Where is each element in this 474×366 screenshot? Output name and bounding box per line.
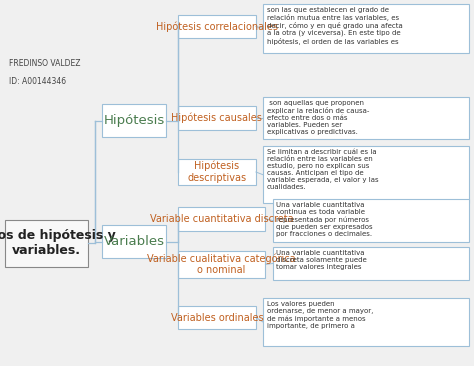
FancyBboxPatch shape — [178, 106, 256, 130]
Text: Variables: Variables — [103, 235, 164, 248]
FancyBboxPatch shape — [178, 306, 256, 329]
FancyBboxPatch shape — [263, 4, 469, 53]
FancyBboxPatch shape — [178, 159, 256, 185]
FancyBboxPatch shape — [102, 104, 166, 137]
FancyBboxPatch shape — [178, 15, 256, 38]
FancyBboxPatch shape — [5, 220, 88, 267]
Text: FREDINSO VALDEZ: FREDINSO VALDEZ — [9, 59, 81, 68]
FancyBboxPatch shape — [273, 247, 469, 280]
FancyBboxPatch shape — [178, 207, 265, 231]
Text: Hipótesis: Hipótesis — [103, 114, 164, 127]
FancyBboxPatch shape — [178, 251, 265, 278]
Text: Hipótesis
descriptivas: Hipótesis descriptivas — [187, 161, 246, 183]
FancyBboxPatch shape — [263, 97, 469, 139]
Text: Se limitan a describir cuál es la
relación entre las variables en
estudio, pero : Se limitan a describir cuál es la relaci… — [267, 149, 378, 190]
Text: Variable cuantitativa discreta: Variable cuantitativa discreta — [150, 214, 293, 224]
Text: Variables ordinales: Variables ordinales — [171, 313, 263, 322]
Text: Una variable cuantitativa
continua es toda variable
representada por números
que: Una variable cuantitativa continua es to… — [276, 202, 373, 237]
FancyBboxPatch shape — [102, 225, 166, 258]
Text: Hipótesis correlacionales: Hipótesis correlacionales — [156, 21, 278, 32]
Text: Tipos de hipótesis y
variables.: Tipos de hipótesis y variables. — [0, 229, 116, 257]
Text: son las que establecen el grado de
relación mutua entre las variables, es
decir,: son las que establecen el grado de relac… — [267, 7, 402, 45]
Text: son aquellas que proponen
explicar la relación de causa-
efecto entre dos o más
: son aquellas que proponen explicar la re… — [267, 100, 369, 135]
FancyBboxPatch shape — [263, 298, 469, 346]
Text: Los valores pueden
ordenarse, de menor a mayor,
de más importante a menos
import: Los valores pueden ordenarse, de menor a… — [267, 301, 373, 329]
FancyBboxPatch shape — [263, 146, 469, 203]
Text: Una variable cuantitativa
discreta solamente puede
tomar valores integrales: Una variable cuantitativa discreta solam… — [276, 250, 367, 270]
Text: ID: A00144346: ID: A00144346 — [9, 77, 67, 86]
Text: Variable cualitativa categórica
o nominal: Variable cualitativa categórica o nomina… — [147, 253, 296, 276]
Text: Hipótesis causales: Hipótesis causales — [172, 113, 262, 123]
FancyBboxPatch shape — [273, 199, 469, 242]
